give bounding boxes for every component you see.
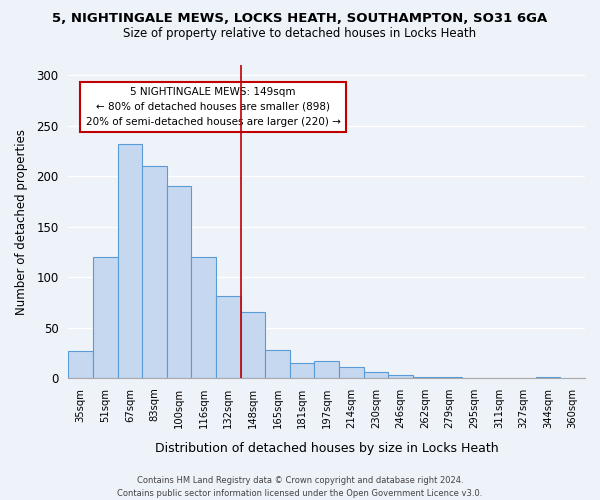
Bar xyxy=(216,296,241,378)
X-axis label: Distribution of detached houses by size in Locks Heath: Distribution of detached houses by size … xyxy=(155,442,499,455)
Bar xyxy=(241,312,265,378)
Bar xyxy=(413,377,437,378)
Bar xyxy=(314,361,339,378)
Bar xyxy=(191,257,216,378)
Bar xyxy=(339,367,364,378)
Y-axis label: Number of detached properties: Number of detached properties xyxy=(15,128,28,314)
Bar xyxy=(388,375,413,378)
Bar xyxy=(364,372,388,378)
Bar xyxy=(437,377,462,378)
Bar xyxy=(265,350,290,378)
Bar xyxy=(142,166,167,378)
Bar xyxy=(68,351,93,378)
Text: 5 NIGHTINGALE MEWS: 149sqm
← 80% of detached houses are smaller (898)
20% of sem: 5 NIGHTINGALE MEWS: 149sqm ← 80% of deta… xyxy=(86,87,340,126)
Bar xyxy=(93,257,118,378)
Bar xyxy=(167,186,191,378)
Text: 5, NIGHTINGALE MEWS, LOCKS HEATH, SOUTHAMPTON, SO31 6GA: 5, NIGHTINGALE MEWS, LOCKS HEATH, SOUTHA… xyxy=(52,12,548,26)
Bar xyxy=(290,363,314,378)
Text: Size of property relative to detached houses in Locks Heath: Size of property relative to detached ho… xyxy=(124,28,476,40)
Bar xyxy=(118,144,142,378)
Text: Contains HM Land Registry data © Crown copyright and database right 2024.
Contai: Contains HM Land Registry data © Crown c… xyxy=(118,476,482,498)
Bar xyxy=(536,377,560,378)
